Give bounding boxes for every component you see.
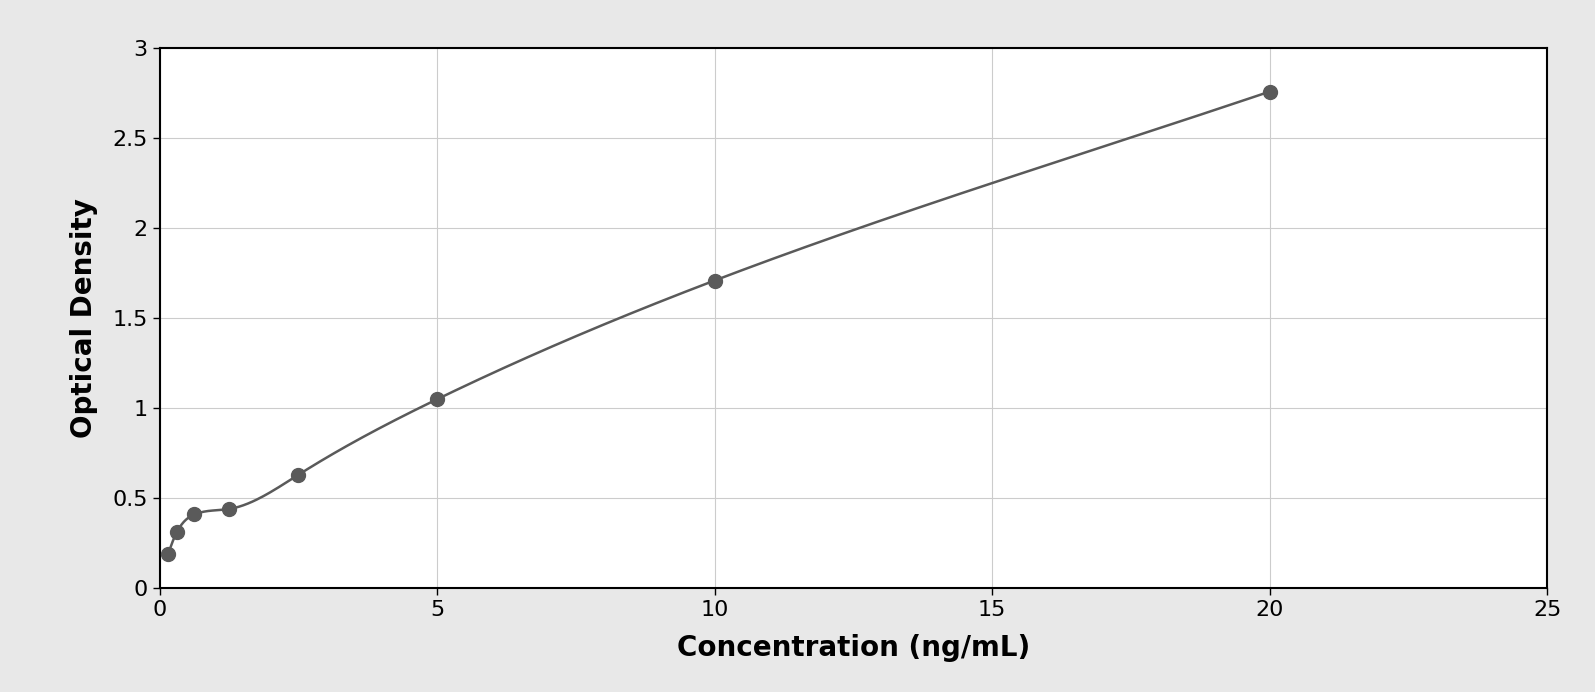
X-axis label: Concentration (ng/mL): Concentration (ng/mL) <box>676 634 1030 662</box>
Y-axis label: Optical Density: Optical Density <box>70 199 99 438</box>
